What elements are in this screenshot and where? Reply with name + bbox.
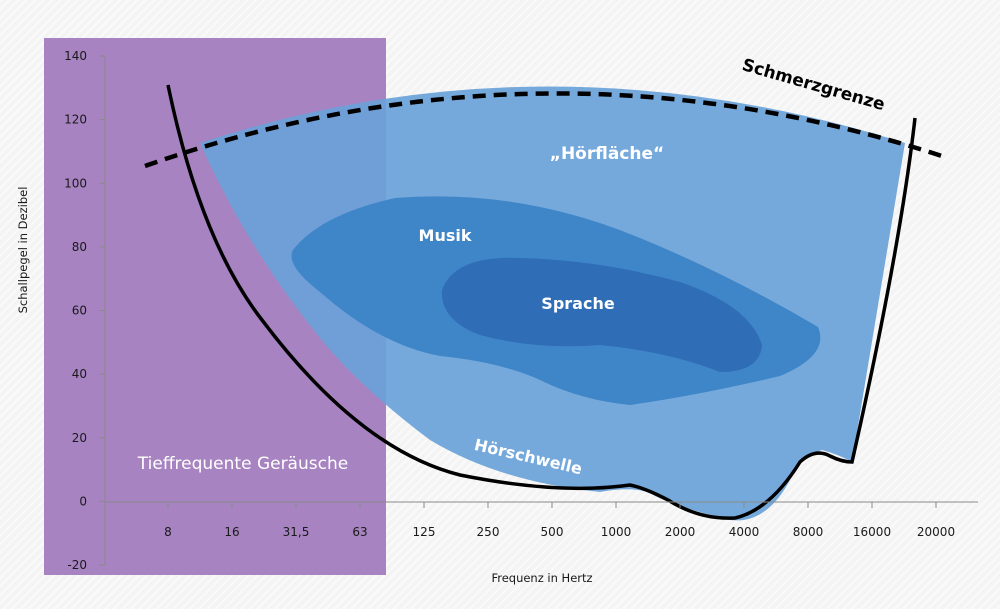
tieffrequent-label: Tieffrequente Geräusche — [137, 454, 348, 474]
hoerschwelle-curve — [166, 84, 917, 520]
x-tick-label: 20000 — [917, 525, 955, 539]
x-tick-label: 8000 — [793, 525, 824, 539]
x-tick-label: 1000 — [601, 525, 632, 539]
x-tick-label: 250 — [477, 525, 500, 539]
musik-label: Musik — [419, 226, 472, 245]
y-axis-title: Schallpegel in Dezibel — [16, 187, 30, 314]
x-tick-label: 31,5 — [283, 525, 310, 539]
x-tick-label: 16000 — [853, 525, 891, 539]
sprache-label: Sprache — [541, 294, 615, 313]
x-tick-label: 4000 — [729, 525, 760, 539]
y-tick-label: 0 — [79, 494, 87, 508]
x-tick-label: 125 — [413, 525, 436, 539]
y-tick-label: 100 — [64, 176, 87, 190]
y-tick-label: 120 — [64, 113, 87, 127]
y-tick-label: 60 — [72, 304, 87, 318]
schmerzgrenze-curve — [144, 91, 949, 169]
y-tick-label: 40 — [72, 367, 87, 381]
x-tick-label: 500 — [541, 525, 564, 539]
sprache-area — [441, 257, 762, 372]
x-tick-label: 63 — [352, 525, 367, 539]
x-tick-label: 2000 — [665, 525, 696, 539]
schmerzgrenze-label: Schmerzgrenze — [740, 55, 887, 115]
y-tick-label: -20 — [67, 558, 87, 572]
y-tick-label: 140 — [64, 49, 87, 63]
x-tick-label: 16 — [224, 525, 239, 539]
x-axis-title: Frequenz in Hertz — [491, 571, 592, 585]
hoerflaeche-label: „Hörfläche“ — [550, 144, 664, 164]
y-tick-label: 80 — [72, 240, 87, 254]
x-tick-label: 8 — [164, 525, 172, 539]
y-tick-label: 20 — [72, 431, 87, 445]
